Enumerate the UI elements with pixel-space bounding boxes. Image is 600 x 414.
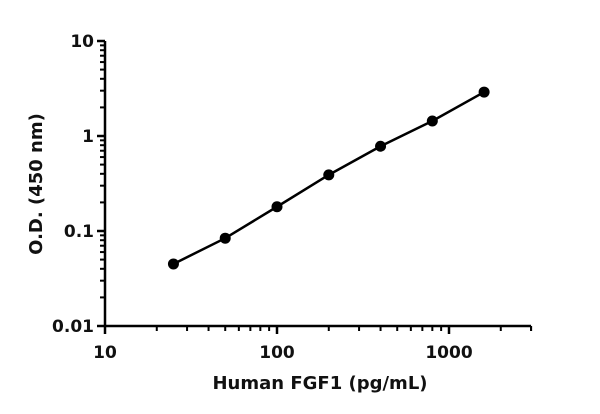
y-tick-label: 0.01: [52, 317, 94, 337]
y-tick-labels: 0.01 0.1 1 10: [52, 32, 94, 337]
x-axis: [103, 324, 533, 334]
y-tick-label: 1: [82, 127, 94, 147]
y-tick-label: 0.1: [64, 222, 94, 242]
data-point-marker: [167, 258, 179, 270]
x-tick-label: 10: [93, 343, 117, 363]
data-point-marker: [426, 115, 438, 127]
data-point-marker: [219, 232, 231, 244]
x-axis-title: Human FGF1 (pg/mL): [212, 373, 427, 394]
y-axis: [97, 39, 107, 328]
data-series: [167, 86, 490, 270]
y-axis-title: O.D. (450 nm): [26, 113, 47, 255]
x-tick-labels: 10 100 1000: [93, 343, 473, 363]
y-tick-label: 10: [70, 32, 94, 52]
data-point-marker: [271, 201, 283, 213]
data-point-marker: [375, 140, 387, 152]
x-tick-label: 100: [259, 343, 295, 363]
x-tick-label: 1000: [425, 343, 472, 363]
data-point-marker: [478, 86, 490, 98]
data-point-marker: [323, 169, 335, 181]
